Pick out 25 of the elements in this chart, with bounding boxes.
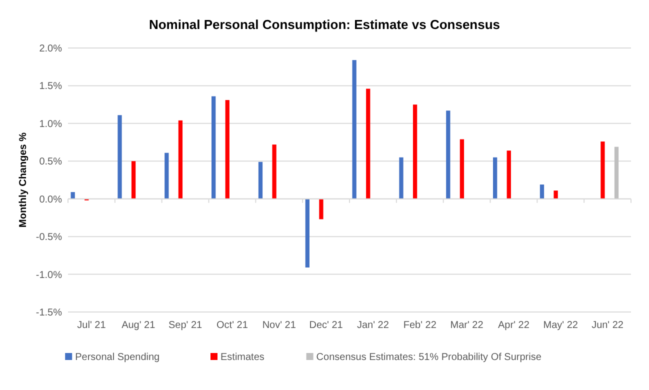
y-tick-label: 1.5%: [39, 81, 62, 92]
y-tick-label: 0.0%: [39, 194, 62, 206]
x-tick-label: Dec' 21: [309, 320, 344, 331]
y-tick-label: 0.5%: [39, 156, 62, 168]
x-tick-label: Mar' 22: [450, 320, 484, 331]
y-tick-label: 2.0%: [39, 44, 62, 54]
chart-title: Nominal Personal Consumption: Estimate vs Consensus: [148, 17, 500, 32]
x-tick-label: May' 22: [543, 320, 578, 331]
y-tick-label: -1.5%: [36, 308, 62, 318]
x-tick-label: Oct' 21: [216, 320, 248, 331]
legend-label: Consensus Estimates: 51% Probability Of Surprise: [316, 352, 542, 363]
legend-label: Personal Spending: [75, 352, 160, 363]
y-axis-title: Monthly Changes %: [18, 132, 29, 228]
y-tick-label: -0.5%: [36, 232, 62, 244]
y-tick-label: 1.0%: [39, 118, 62, 130]
x-tick-label: Apr' 22: [498, 320, 530, 331]
legend-label: Estimates: [220, 352, 264, 363]
x-tick-label: Feb' 22: [403, 320, 437, 331]
x-tick-label: Aug' 21: [122, 320, 156, 331]
x-tick-label: Jun' 22: [592, 320, 624, 331]
x-tick-label: Sep' 21: [168, 320, 203, 331]
x-tick-label: Jul' 21: [77, 320, 106, 331]
x-tick-label: Jan' 22: [356, 320, 390, 331]
x-tick-label: Nov' 21: [262, 320, 296, 331]
y-tick-label: -1.0%: [36, 270, 62, 281]
